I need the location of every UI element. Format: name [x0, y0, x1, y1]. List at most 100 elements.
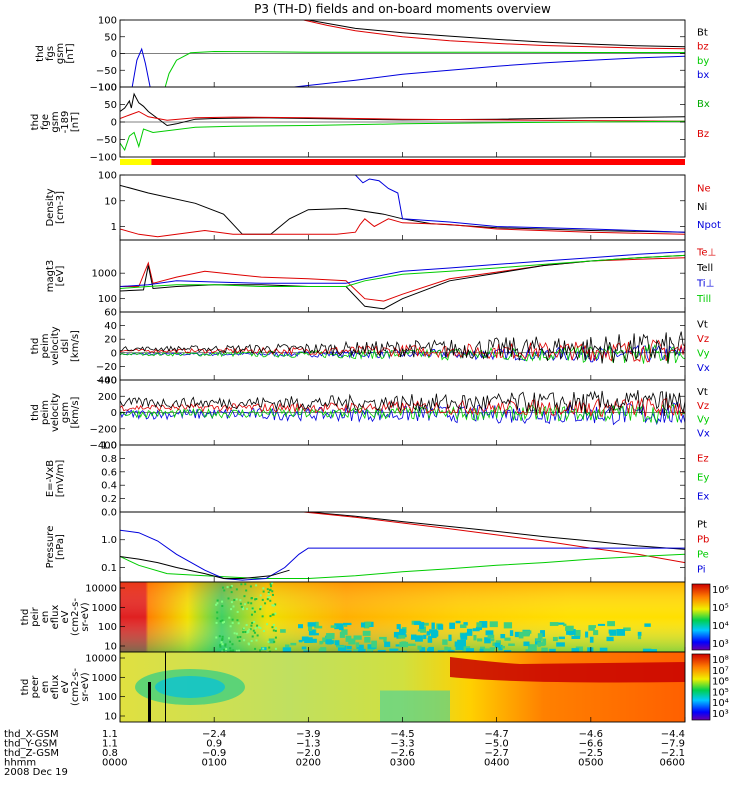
heatmap-cell: [488, 649, 495, 652]
heatmap-cell: [336, 645, 345, 648]
heatmap-cell: [274, 627, 277, 630]
heatmap-cell: [503, 650, 512, 652]
heatmap-cell: [267, 592, 270, 595]
heatmap-cell: [431, 622, 435, 630]
heatmap-cell: [314, 625, 323, 629]
legend-entry: Till: [696, 294, 711, 305]
heatmap-cell: [523, 641, 530, 647]
heatmap-cell: [566, 625, 574, 631]
heatmap-cell: [228, 616, 231, 619]
heatmap-cell: [250, 602, 253, 605]
series-line: [120, 120, 685, 152]
heatmap-cell: [307, 622, 316, 627]
legend-entry: Te⊥: [696, 248, 716, 259]
heatmap-cell: [573, 629, 581, 637]
heatmap-cell: [571, 635, 581, 639]
heatmap-cell: [597, 623, 606, 626]
y-axis-label: (cm2-s-: [70, 668, 81, 706]
series-line: [120, 339, 685, 363]
heatmap-cell: [304, 638, 313, 644]
heatmap-cell: [274, 603, 277, 606]
heatmap-cell: [221, 635, 224, 638]
heatmap-cell: [607, 621, 615, 627]
heatmap-cell: [239, 635, 242, 638]
ephemeris-value: 0000: [102, 758, 127, 769]
heatmap-cell: [254, 598, 257, 601]
y-axis-label: eV: [60, 610, 71, 623]
panel-fgs_mag: [119, 86, 686, 158]
heatmap-cell: [303, 650, 310, 652]
heatmap-cell: [426, 631, 431, 636]
plot-area-velocity_gsm: [120, 390, 685, 426]
y-tick-label: 0.6: [101, 467, 117, 478]
heatmap-cell: [537, 642, 545, 647]
chart-title: P3 (TH-D) fields and on-board moments ov…: [254, 2, 551, 16]
heatmap-cell: [245, 623, 248, 626]
y-axis-label: eV: [60, 680, 71, 693]
heatmap-low-energy-region: [380, 690, 450, 722]
heatmap-cell: [366, 649, 373, 652]
heatmap-cell: [258, 626, 261, 629]
heatmap-cell: [251, 635, 254, 638]
y-tick-label: 1000: [92, 269, 117, 280]
ephemeris-value: −2.0: [296, 748, 320, 759]
heatmap-peir: [120, 582, 685, 652]
heatmap-cell: [221, 619, 224, 622]
heatmap-cell: [232, 649, 235, 652]
heatmap-cell: [637, 631, 642, 636]
y-tick-label: 50: [104, 100, 117, 111]
heatmap-cell: [269, 650, 272, 652]
heatmap-cell: [356, 644, 364, 649]
legend-entry: Tell: [696, 263, 713, 274]
heatmap-cell: [442, 639, 448, 645]
heatmap-cell: [498, 644, 503, 651]
legend-entry: Ti⊥: [696, 279, 714, 290]
heatmap-cell: [216, 602, 219, 605]
y-axis-label: peim: [40, 400, 51, 425]
y-axis-label: en: [40, 681, 51, 694]
heatmap-cell: [221, 604, 224, 607]
heatmap-cell: [396, 624, 401, 630]
ephemeris-value: 0500: [578, 758, 603, 769]
heatmap-cell: [616, 629, 626, 636]
heatmap-cell: [465, 648, 475, 652]
heatmap-cell: [568, 629, 576, 635]
y-axis-label: -189: [60, 111, 71, 134]
panel-peer: [119, 651, 711, 723]
series-line: [308, 512, 685, 550]
heatmap-cell: [399, 641, 409, 648]
heatmap-cell: [269, 599, 272, 602]
heatmap-cell: [230, 591, 233, 594]
heatmap-cell: [429, 629, 438, 634]
heatmap-cell: [231, 621, 234, 624]
y-axis-label: [eV]: [55, 266, 66, 287]
legend-entry: Vx: [697, 363, 710, 374]
heatmap-cell: [272, 613, 275, 616]
legend-entry: Vz: [697, 401, 709, 412]
plot-area-velocity_e: [120, 331, 685, 364]
plot-area-pressure: [120, 512, 685, 581]
heatmap-cell: [449, 622, 456, 629]
ephemeris-value: −6.6: [579, 739, 603, 750]
heatmap-cell: [267, 640, 270, 643]
y-axis-label: en: [40, 611, 51, 624]
heatmap-cell: [266, 588, 269, 591]
series-line: [120, 184, 685, 235]
heatmap-cell: [549, 648, 556, 652]
heatmap-cell: [269, 615, 272, 618]
y-tick-label: 0.0: [101, 508, 117, 519]
series-line: [120, 390, 685, 417]
ephemeris-value: 0300: [390, 758, 415, 769]
ephemeris-value: 0400: [484, 758, 509, 769]
heatmap-cell: [221, 621, 224, 624]
heatmap-cell: [522, 630, 530, 637]
heatmap-cell: [235, 632, 238, 635]
y-tick-label: −50: [96, 66, 117, 77]
heatmap-cell: [222, 620, 225, 623]
heatmap-cell: [491, 638, 495, 642]
ephemeris-value: −4.5: [390, 729, 414, 740]
heatmap-cell: [489, 621, 498, 628]
ephemeris-value: −0.9: [202, 748, 226, 759]
heatmap-cell: [337, 646, 344, 652]
heatmap-cell: [417, 629, 422, 632]
